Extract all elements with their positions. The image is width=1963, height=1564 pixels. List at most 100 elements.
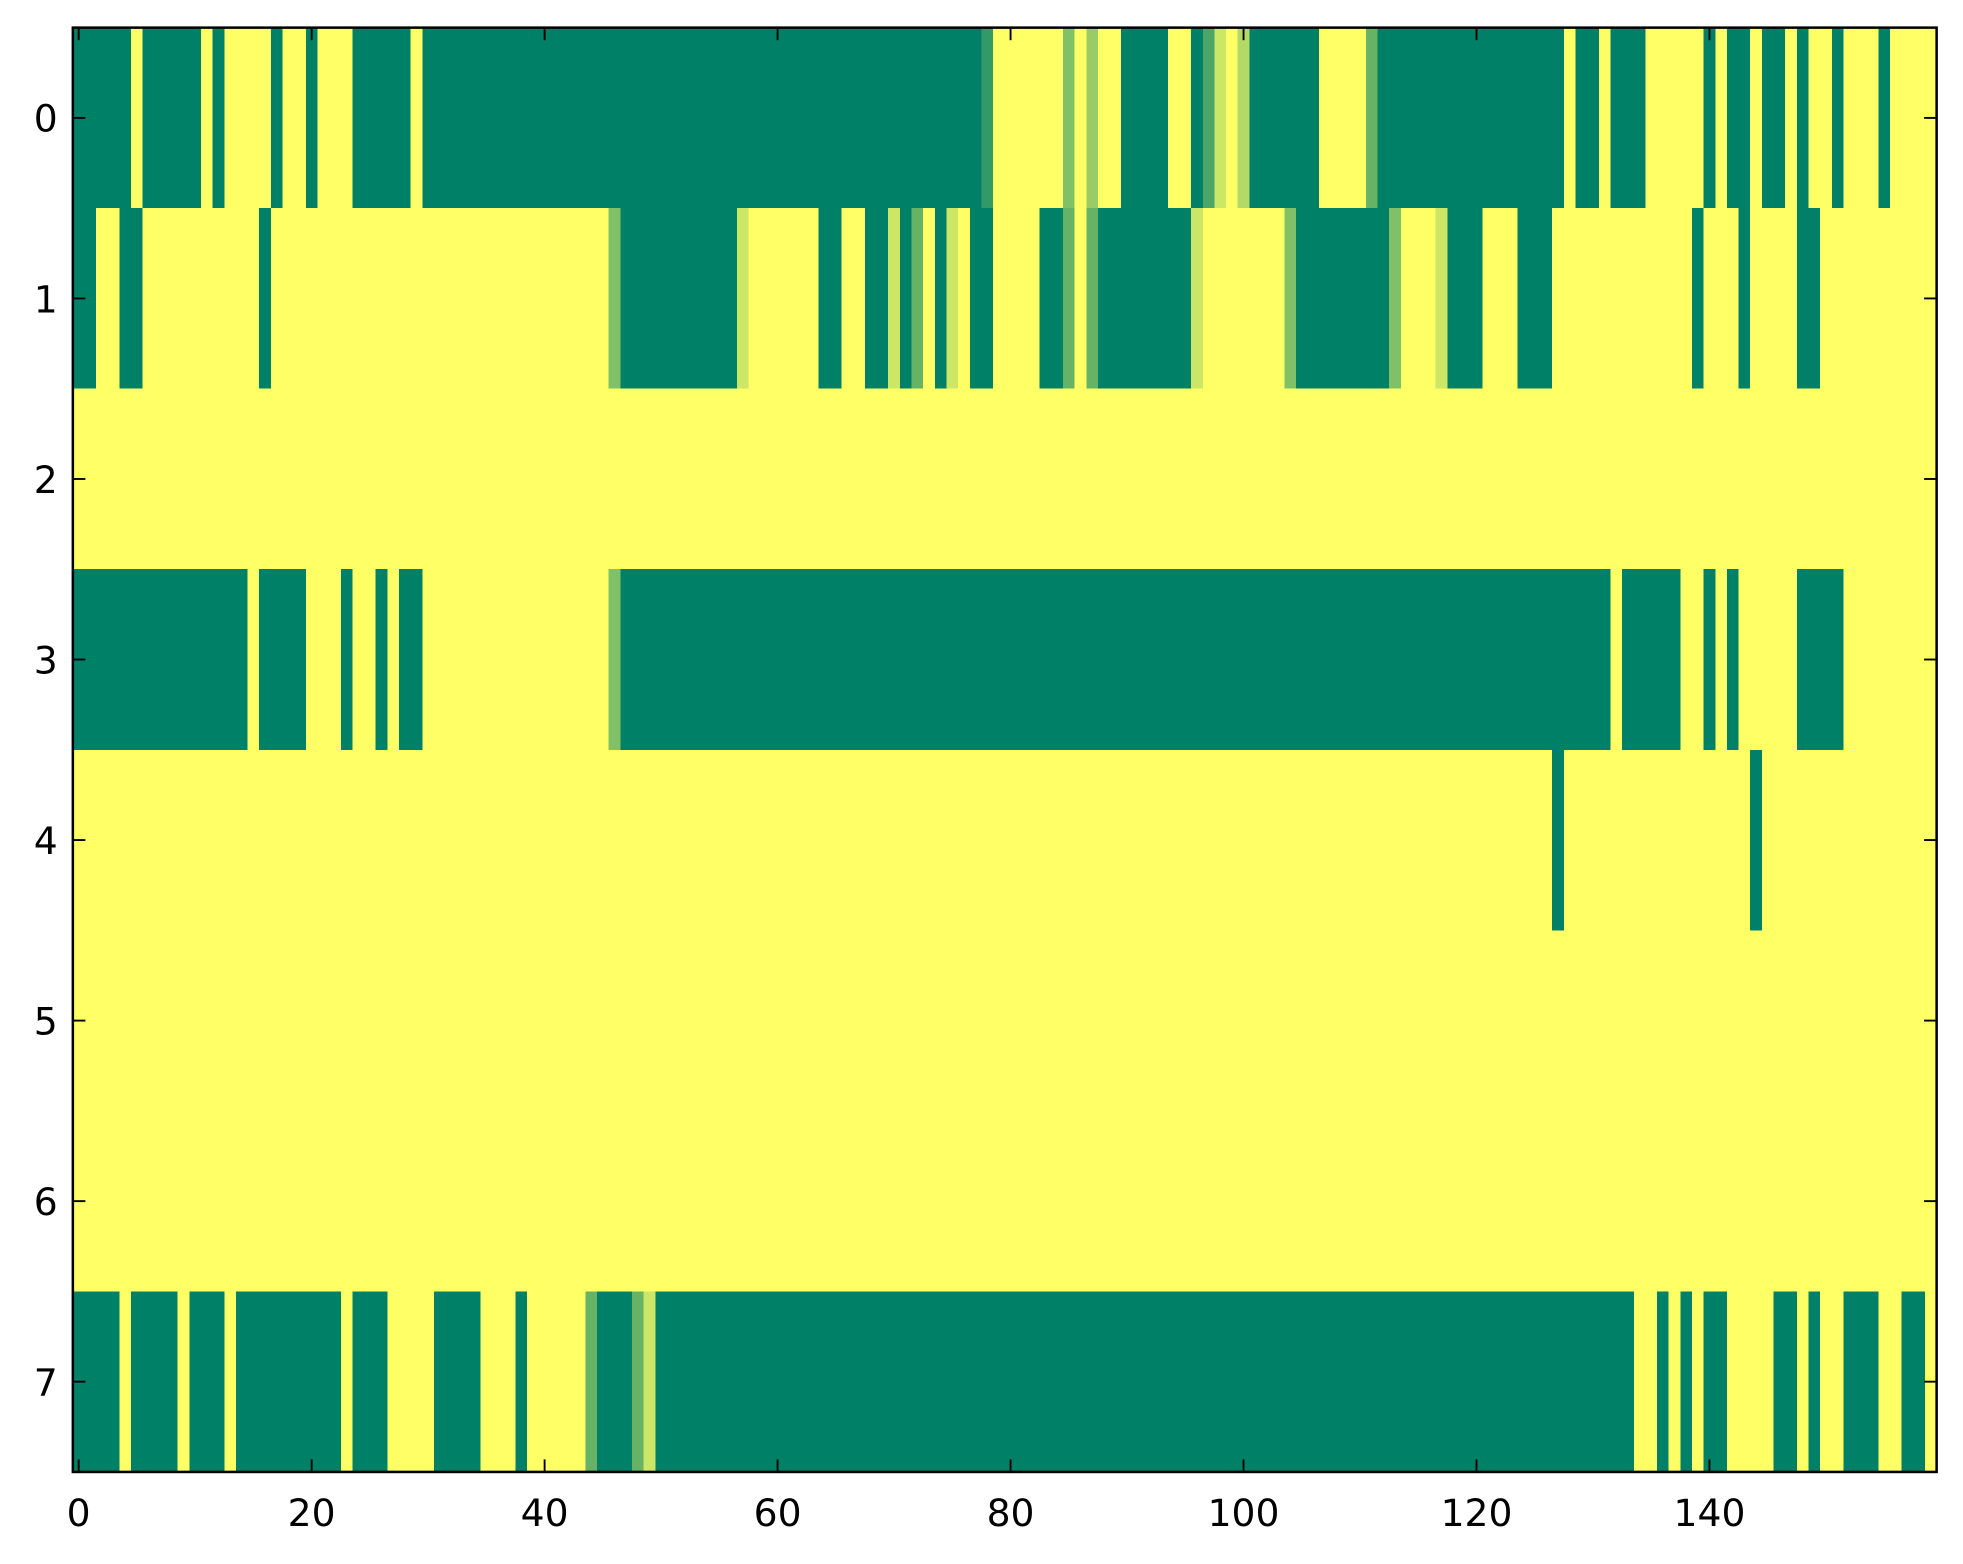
heatmap-cell [795,569,808,750]
heatmap-cell [1575,1291,1588,1472]
heatmap-cell [1319,569,1332,750]
heatmap-cell [1866,1110,1880,1292]
heatmap-cell [1831,749,1845,931]
heatmap-cell [678,930,691,1111]
heatmap-cell [1389,1291,1402,1472]
heatmap-cell [1796,27,1810,209]
heatmap-cell [1086,208,1099,389]
heatmap-cell [1284,27,1297,209]
heatmap-cell [678,208,691,389]
heatmap-cell [981,749,994,931]
heatmap-cell [1191,388,1204,570]
heatmap-cell [1459,569,1472,750]
heatmap-cell [1820,208,1833,389]
heatmap-cell [294,569,307,750]
heatmap-cell [1354,1110,1367,1292]
heatmap-cell [608,27,622,209]
heatmap-cell [1785,388,1798,570]
heatmap-cell [492,27,505,209]
heatmap-cell [1726,749,1740,931]
heatmap-cell [131,208,144,389]
heatmap-cell [585,1110,598,1292]
plot-frame [71,26,1938,1474]
heatmap-cell [678,569,691,750]
heatmap-cell [1179,27,1192,209]
heatmap-cell [1645,1291,1658,1472]
heatmap-cell [620,388,633,570]
heatmap-cell [375,208,389,389]
heatmap-cell [1097,1110,1111,1292]
heatmap-cell [1680,1291,1693,1472]
heatmap-cell [853,930,866,1111]
heatmap-cell [1156,749,1169,931]
heatmap-cell [1738,749,1752,931]
heatmap-cell [690,27,703,209]
heatmap-cell [934,388,948,570]
heatmap-cell [864,930,878,1111]
heatmap-cell [1156,388,1169,570]
heatmap-cell [888,208,901,389]
heatmap-cell [1715,749,1728,931]
heatmap-cell [1284,388,1297,570]
heatmap-cell [235,388,249,570]
heatmap-cell [503,388,517,570]
heatmap-cell [1657,1110,1670,1292]
heatmap-cell [1645,27,1658,209]
heatmap-cell [375,930,389,1111]
heatmap-cell [1424,1291,1437,1472]
heatmap-cell [1890,208,1903,389]
heatmap-cell [1226,930,1239,1111]
heatmap-cell [981,208,994,389]
heatmap-cell [445,1110,459,1292]
heatmap-cell [317,569,330,750]
heatmap-cell [701,1110,715,1292]
heatmap-cell [608,208,622,389]
heatmap-cell [1039,1291,1053,1472]
heatmap-cell [818,1291,831,1472]
heatmap-cell [958,930,971,1111]
heatmap-cell [981,1110,994,1292]
heatmap-cell [294,388,307,570]
heatmap-cell [1447,569,1460,750]
heatmap-cell [235,1110,249,1292]
heatmap-cell [1109,27,1122,209]
heatmap-cell [1866,1291,1880,1472]
heatmap-cell [771,749,785,931]
heatmap-cell [1773,388,1786,570]
heatmap-cell [1750,388,1763,570]
heatmap-cell [1144,1110,1157,1292]
heatmap-cell [864,27,878,209]
heatmap-cell [1086,1291,1099,1472]
heatmap-cell [200,569,214,750]
heatmap-cell [1633,569,1647,750]
heatmap-cell [1540,388,1553,570]
heatmap-cell [119,930,132,1111]
heatmap-cell [142,569,156,750]
heatmap-cell [1342,388,1355,570]
heatmap-cell [317,930,330,1111]
heatmap-cell [235,749,249,931]
heatmap-cell [1528,749,1542,931]
heatmap-cell [1016,388,1029,570]
heatmap-cell [1144,749,1157,931]
heatmap-cell [1610,749,1623,931]
heatmap-cell [154,1110,167,1292]
heatmap-cell [655,388,668,570]
heatmap-cell [142,749,156,931]
heatmap-cell [177,569,191,750]
heatmap-cell [1855,208,1868,389]
heatmap-cell [1062,930,1076,1111]
heatmap-cell [1901,930,1915,1111]
heatmap-cell [1435,569,1449,750]
heatmap-cell [713,749,726,931]
heatmap-cell [969,749,983,931]
heatmap-cell [1622,208,1635,389]
heatmap-cell [1400,749,1414,931]
heatmap-cell [806,930,820,1111]
heatmap-cell [806,749,820,931]
heatmap-cell [1249,208,1262,389]
heatmap-cell [1657,930,1670,1111]
heatmap-cell [189,27,202,209]
heatmap-cell [1202,569,1216,750]
